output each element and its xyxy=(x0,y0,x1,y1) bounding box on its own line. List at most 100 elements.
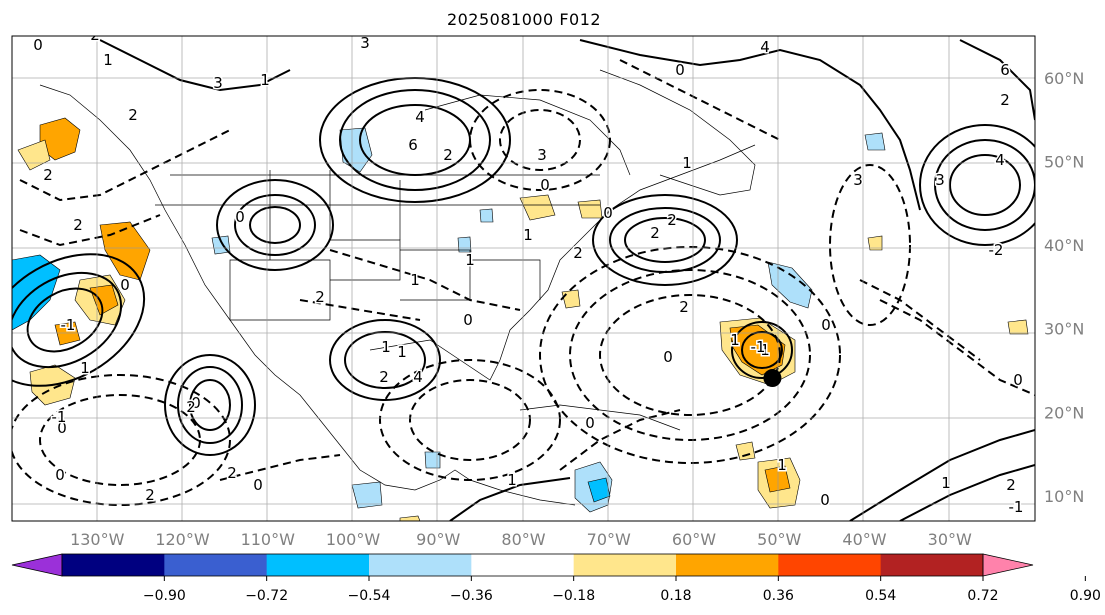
shade-orange xyxy=(54,321,81,346)
colorbar-segment xyxy=(164,554,268,576)
colorbar-segment xyxy=(266,554,370,576)
contour-label: 2 xyxy=(128,106,138,124)
contour-label: 1 xyxy=(80,359,90,377)
shade-yellow xyxy=(867,235,883,251)
shade-yellow xyxy=(399,515,421,521)
colorbar-tick-label: −0.54 xyxy=(348,588,391,604)
latitude-labels: 60°N 50°N 40°N 30°N 20°N 10°N xyxy=(1044,69,1084,506)
colorbar-ticks: −0.90 −0.72 −0.54 −0.36 −0.18 0.18 0.36 0.54 0.7… xyxy=(143,576,1101,604)
contour-label: 2 xyxy=(315,288,325,306)
shade-lightblue xyxy=(767,261,813,309)
contour-label: 0 xyxy=(820,491,830,509)
contour-label: 2 xyxy=(1006,476,1016,494)
contour-label: 0 xyxy=(463,311,473,329)
contour-label: 0 xyxy=(585,414,595,432)
contour-label: 3 xyxy=(935,171,945,189)
colorbar-extend-low xyxy=(11,553,63,577)
contour-label: 4 xyxy=(995,151,1005,169)
lon-tick-label: 130°W xyxy=(70,530,125,549)
lon-tick-label: 100°W xyxy=(326,530,381,549)
contour-label: 0 xyxy=(821,316,831,334)
contour-label: 2 xyxy=(667,211,677,229)
lat-tick-label: 30°N xyxy=(1044,320,1084,339)
shade-yellow xyxy=(577,199,603,219)
contour-label: -1 xyxy=(751,338,766,356)
lat-tick-label: 10°N xyxy=(1044,487,1084,506)
contour-label: 0 xyxy=(540,176,550,194)
colorbar-tick-label: −0.18 xyxy=(552,588,595,604)
contour-label: 1 xyxy=(777,456,787,474)
contour-label: 1 xyxy=(410,271,420,289)
contour-label: -2 xyxy=(989,241,1004,259)
colorbar-outline xyxy=(61,553,984,577)
contour-label: 2 xyxy=(227,464,237,482)
contour-label: 2 xyxy=(443,146,453,164)
contour-label: 2 xyxy=(145,486,155,504)
plot-title: 2025081000 F012 xyxy=(446,10,602,29)
contour-label: 3 xyxy=(213,74,223,92)
graticule xyxy=(12,36,1035,521)
colorbar-tick-label: 0.54 xyxy=(865,588,896,604)
shade-blue xyxy=(12,254,61,331)
contour-label: 6 xyxy=(1000,61,1010,79)
colorbar-tick-label: 0.72 xyxy=(967,588,998,604)
shade-lightblue xyxy=(864,132,886,151)
contour-label: 0 xyxy=(603,204,613,222)
contour-label: 1 xyxy=(465,251,475,269)
contour-label: 2 xyxy=(186,398,196,416)
contour-label: 0 xyxy=(663,348,673,366)
lat-tick-label: 60°N xyxy=(1044,69,1084,88)
colorbar-segment xyxy=(778,554,882,576)
shading-layer xyxy=(12,117,1029,521)
contour-label: 1 xyxy=(941,474,951,492)
positive-contours xyxy=(12,39,1035,521)
contour-label: 3 xyxy=(537,146,547,164)
lon-tick-label: 40°W xyxy=(842,530,886,549)
shade-lightblue xyxy=(479,208,494,223)
contour-label: -1 xyxy=(52,408,67,426)
contour-label: 2 xyxy=(379,368,389,386)
shade-lightblue xyxy=(339,127,373,173)
lon-tick-label: 60°W xyxy=(672,530,716,549)
shade-lightblue xyxy=(424,451,441,469)
contour-label: 1 xyxy=(760,341,770,359)
contour-label: 1 xyxy=(523,226,533,244)
lon-tick-label: 70°W xyxy=(587,530,631,549)
colorbar-segment xyxy=(62,554,165,576)
colorbar xyxy=(11,553,1034,577)
shade-yellow xyxy=(519,194,556,221)
contour-label: 0 xyxy=(55,466,65,484)
contour-label: 4 xyxy=(413,368,423,386)
contour-label: 2 xyxy=(1000,91,1010,109)
colorbar-segment xyxy=(573,554,677,576)
contour-label: 2 xyxy=(73,216,83,234)
colorbar-tick-label: −0.90 xyxy=(143,588,186,604)
colorbar-tick-label: 0.36 xyxy=(763,588,794,604)
shade-yellow xyxy=(735,441,756,461)
contour-label: 2 xyxy=(90,26,100,44)
map-frame xyxy=(11,35,1036,522)
lat-tick-label: 50°N xyxy=(1044,152,1084,171)
colorbar-tick-label: −0.72 xyxy=(245,588,288,604)
contour-label: 4 xyxy=(415,108,425,126)
contour-label: 1 xyxy=(381,338,391,356)
colorbar-segment xyxy=(880,554,984,576)
contour-label: -1 xyxy=(1009,498,1024,516)
lat-tick-label: 20°N xyxy=(1044,403,1084,422)
lon-tick-label: 50°W xyxy=(757,530,801,549)
lon-tick-label: 120°W xyxy=(155,530,210,549)
contour-label: 2 xyxy=(679,298,689,316)
colorbar-tick-label: 0.18 xyxy=(660,588,691,604)
shade-blue xyxy=(587,477,611,503)
lat-tick-label: 40°N xyxy=(1044,236,1084,255)
contour-label: 3 xyxy=(360,34,370,52)
contour-label: 0 xyxy=(235,208,245,226)
colorbar-tick-label: 0.90 xyxy=(1070,588,1101,604)
shade-lightblue xyxy=(351,481,383,509)
contour-label: 1 xyxy=(507,471,517,489)
coastlines xyxy=(39,69,756,506)
storm-marker xyxy=(763,369,782,388)
contour-label: 0 xyxy=(253,476,263,494)
